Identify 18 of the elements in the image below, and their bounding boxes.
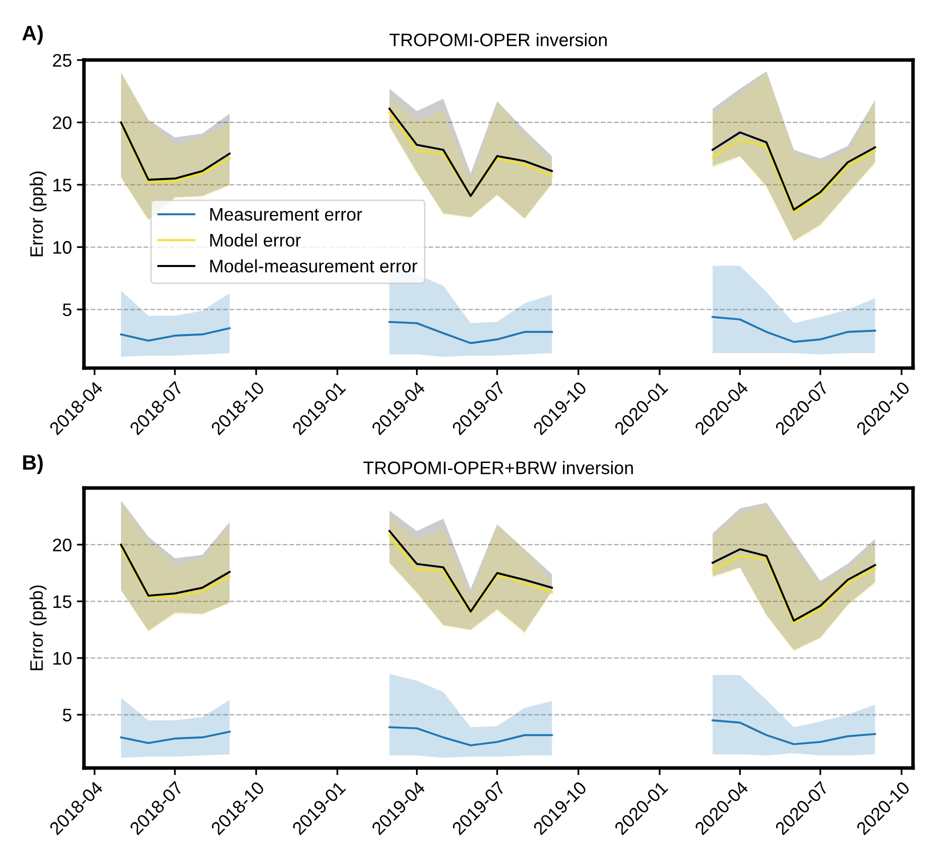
chart-title: TROPOMI-OPER+BRW inversion (363, 461, 633, 474)
y-tick-label: 5 (62, 304, 72, 316)
legend-label: Model-measurement error (210, 259, 418, 272)
y-tick-label: 10 (53, 652, 72, 665)
legend-label: Model error (210, 233, 301, 247)
text: B) (23, 454, 43, 474)
y-tick-label: 25 (52, 54, 72, 67)
legend-label: Measurement error (210, 208, 362, 221)
y-axis-title: Error (ppb) (30, 172, 47, 256)
y-axis-title: Error (ppb) (30, 585, 47, 670)
y-tick-label: 20 (52, 538, 72, 552)
y-tick-label: 15 (53, 178, 72, 192)
y-tick-label: 15 (53, 595, 72, 608)
y-tick-label: 10 (53, 241, 72, 254)
y-tick-label: 5 (62, 708, 72, 722)
text: A) (22, 25, 43, 45)
y-tick-label: 20 (52, 116, 72, 130)
chart-title: TROPOMI-OPER inversion (390, 33, 607, 46)
